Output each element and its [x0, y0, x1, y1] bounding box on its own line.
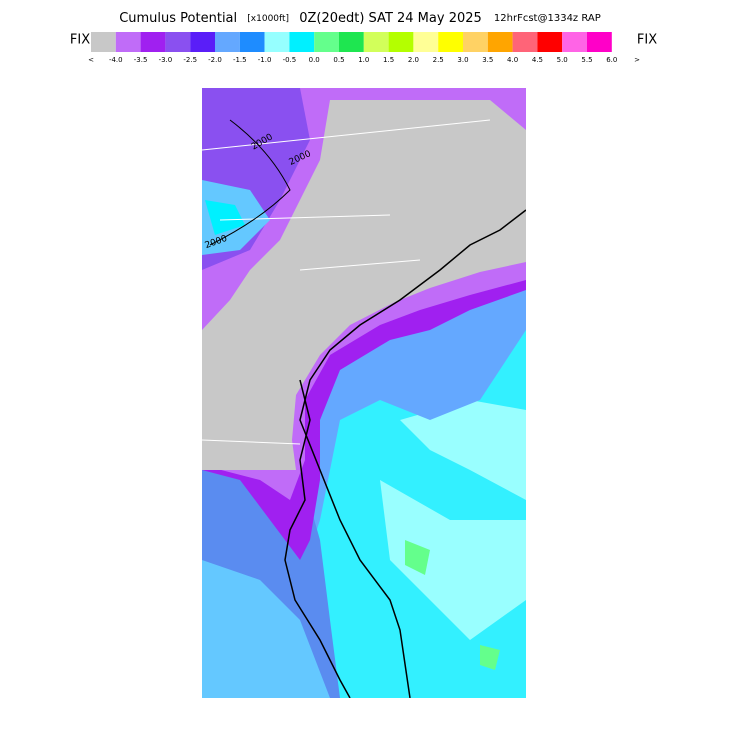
legend-label: -4.0: [109, 56, 123, 64]
title-text: Cumulus Potential: [119, 11, 237, 26]
title: Cumulus Potential [x1000ft] 0Z(20edt) SA…: [119, 11, 601, 26]
legend-swatch: [388, 32, 414, 52]
legend-label: 4.0: [507, 56, 518, 64]
legend-label: -3.0: [159, 56, 173, 64]
legend-swatch: [587, 32, 612, 52]
legend-swatch: [264, 32, 290, 52]
legend-swatch: [91, 32, 116, 52]
legend-swatch: [165, 32, 191, 52]
legend-label: 0.5: [333, 56, 344, 64]
legend-label: -2.0: [208, 56, 222, 64]
legend-swatch: [339, 32, 364, 52]
legend-left-label: FIX: [70, 33, 90, 48]
units: [x1000ft]: [247, 14, 289, 24]
field-light-cyan: [400, 400, 526, 500]
map: 2000 2000 2000: [202, 88, 526, 698]
legend-swatch: [190, 32, 215, 52]
legend-swatch: [562, 32, 587, 52]
field-light-cyan: [380, 480, 526, 640]
legend-swatch: [463, 32, 488, 52]
legend-label: 4.5: [532, 56, 543, 64]
legend-swatch: [314, 32, 339, 52]
field-green: [405, 540, 430, 575]
legend-label: -1.5: [233, 56, 247, 64]
contour: [209, 119, 291, 246]
legend-swatch: [215, 32, 240, 52]
legend-label: -2.5: [183, 56, 197, 64]
legend-low-arrow: <: [88, 56, 94, 64]
legend: -4.0 -3.5 -3.0 -2.5 -2.0 -1.5 -1.0 -0.5 0.0 0.5 1.…: [91, 32, 617, 64]
legend-label: 2.5: [433, 56, 444, 64]
valid-time: 0Z(20edt) SAT 24 May 2025: [299, 11, 482, 26]
legend-label: 3.0: [457, 56, 468, 64]
forecast-info: 12hrFcst@1334z RAP: [494, 13, 601, 24]
field-gulf-light: [202, 560, 330, 698]
land-gray: [202, 100, 526, 470]
coastline: [284, 379, 351, 698]
state-borders: [202, 119, 491, 445]
legend-swatch: [115, 32, 141, 52]
legend-label: -0.5: [283, 56, 297, 64]
coastline: [299, 209, 526, 698]
legend-label: 1.0: [358, 56, 369, 64]
legend-label: 6.0: [606, 56, 617, 64]
legend-label: 2.0: [408, 56, 419, 64]
legend-swatch: [537, 32, 563, 52]
legend-swatch: [512, 32, 538, 52]
legend-swatch: [239, 32, 265, 52]
legend-swatch: [289, 32, 315, 52]
legend-swatch: [487, 32, 513, 52]
legend-right-label: FIX: [637, 33, 657, 48]
legend-swatch: [140, 32, 166, 52]
field-green: [480, 645, 500, 670]
legend-swatch: [413, 32, 439, 52]
field-mountain-cyan: [205, 200, 245, 235]
legend-high-arrow: >: [634, 56, 640, 64]
legend-label: -3.5: [134, 56, 148, 64]
legend-label: 1.5: [383, 56, 394, 64]
legend-swatch: [363, 32, 389, 52]
legend-label: -1.0: [258, 56, 272, 64]
legend-label: 5.5: [581, 56, 592, 64]
legend-swatch: [438, 32, 463, 52]
legend-label: 3.5: [482, 56, 493, 64]
legend-label: 0.0: [309, 56, 320, 64]
legend-label: 5.0: [557, 56, 568, 64]
